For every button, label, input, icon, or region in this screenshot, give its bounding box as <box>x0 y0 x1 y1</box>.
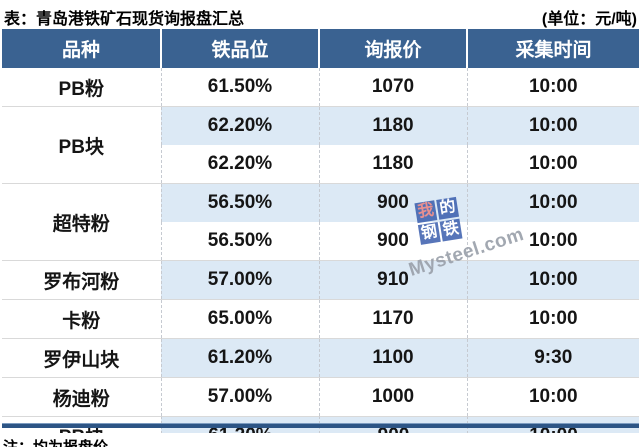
table-header-row: 品种 铁品位 询报价 采集时间 <box>2 29 639 68</box>
footnote: 注：均为报盘价 <box>3 436 640 447</box>
time-cell: 10:00 <box>466 260 639 300</box>
grade-cell: 62.20% <box>160 145 319 184</box>
price-cell: 900 <box>318 183 467 222</box>
grade-cell: 56.50% <box>160 222 319 261</box>
page-title: 表：青岛港铁矿石现货询报盘汇总 <box>4 11 245 28</box>
variety-cell: PB块 <box>2 106 161 184</box>
time-cell: 10:00 <box>466 183 639 222</box>
table-body: PB粉 61.50% 1070 10:00 PB块 62.20% 1180 10:00 62.2… <box>2 68 639 416</box>
price-cell: 1100 <box>318 338 467 378</box>
price-cell: 1180 <box>318 106 467 145</box>
column-header: 询报价 <box>318 29 467 68</box>
grade-cell: 62.20% <box>160 106 319 145</box>
table-row: PB块 62.20% 1180 10:00 <box>2 106 639 184</box>
time-cell: 9:30 <box>466 338 639 378</box>
time-cell: 10:00 <box>466 106 639 145</box>
time-cell: 10:00 <box>466 68 639 107</box>
price-cell: 1180 <box>318 145 467 184</box>
price-cell: 1170 <box>318 299 467 339</box>
table-row: 卡粉 65.00% 1170 10:00 <box>2 299 639 339</box>
variety-cell: 罗布河粉 <box>2 260 161 300</box>
variety-cell: 超特粉 <box>2 183 161 261</box>
variety-cell: 卡粉 <box>2 299 161 339</box>
column-header: 铁品位 <box>160 29 319 68</box>
grade-cell: 57.00% <box>160 260 319 300</box>
time-cell: 10:00 <box>466 222 639 261</box>
variety-cell: PB粉 <box>2 68 161 107</box>
table-row: 罗布河粉 57.00% 910 10:00 <box>2 260 639 300</box>
quotes-table: 品种 铁品位 询报价 采集时间 PB粉 61.50% 1070 10:00 PB块 62.20%… <box>2 29 639 416</box>
price-cell: 1070 <box>318 68 467 107</box>
table-row: 62.20% 1180 10:00 <box>2 145 639 184</box>
unit-label: (单位：元/吨) <box>541 11 637 28</box>
grade-cell: 61.20% <box>160 338 319 378</box>
variety-cell: 罗伊山块 <box>2 338 161 378</box>
table-row: 超特粉 56.50% 900 10:00 <box>2 183 639 261</box>
column-header: 采集时间 <box>466 29 639 68</box>
variety-cell: 杨迪粉 <box>2 377 161 416</box>
grade-cell: 57.00% <box>160 377 319 416</box>
header-row: 品种 铁品位 询报价 采集时间 <box>2 29 639 68</box>
time-cell: 10:00 <box>466 299 639 339</box>
price-cell: 1000 <box>318 377 467 416</box>
time-cell: 10:00 <box>466 377 639 416</box>
price-cell: 910 <box>318 260 467 300</box>
time-cell: 10:00 <box>466 145 639 184</box>
grade-cell: 65.00% <box>160 299 319 339</box>
table-bottom-rule <box>2 423 639 428</box>
price-cell: 900 <box>318 222 467 261</box>
titlebar: 表：青岛港铁矿石现货询报盘汇总 (单位：元/吨) <box>0 0 640 29</box>
grade-cell: 56.50% <box>160 183 319 222</box>
grade-cell: 61.50% <box>160 68 319 107</box>
table-row: PB粉 61.50% 1070 10:00 <box>2 68 639 107</box>
column-header: 品种 <box>2 29 161 68</box>
table-row: 罗伊山块 61.20% 1100 9:30 <box>2 338 639 378</box>
table-row: 杨迪粉 57.00% 1000 10:00 <box>2 377 639 416</box>
